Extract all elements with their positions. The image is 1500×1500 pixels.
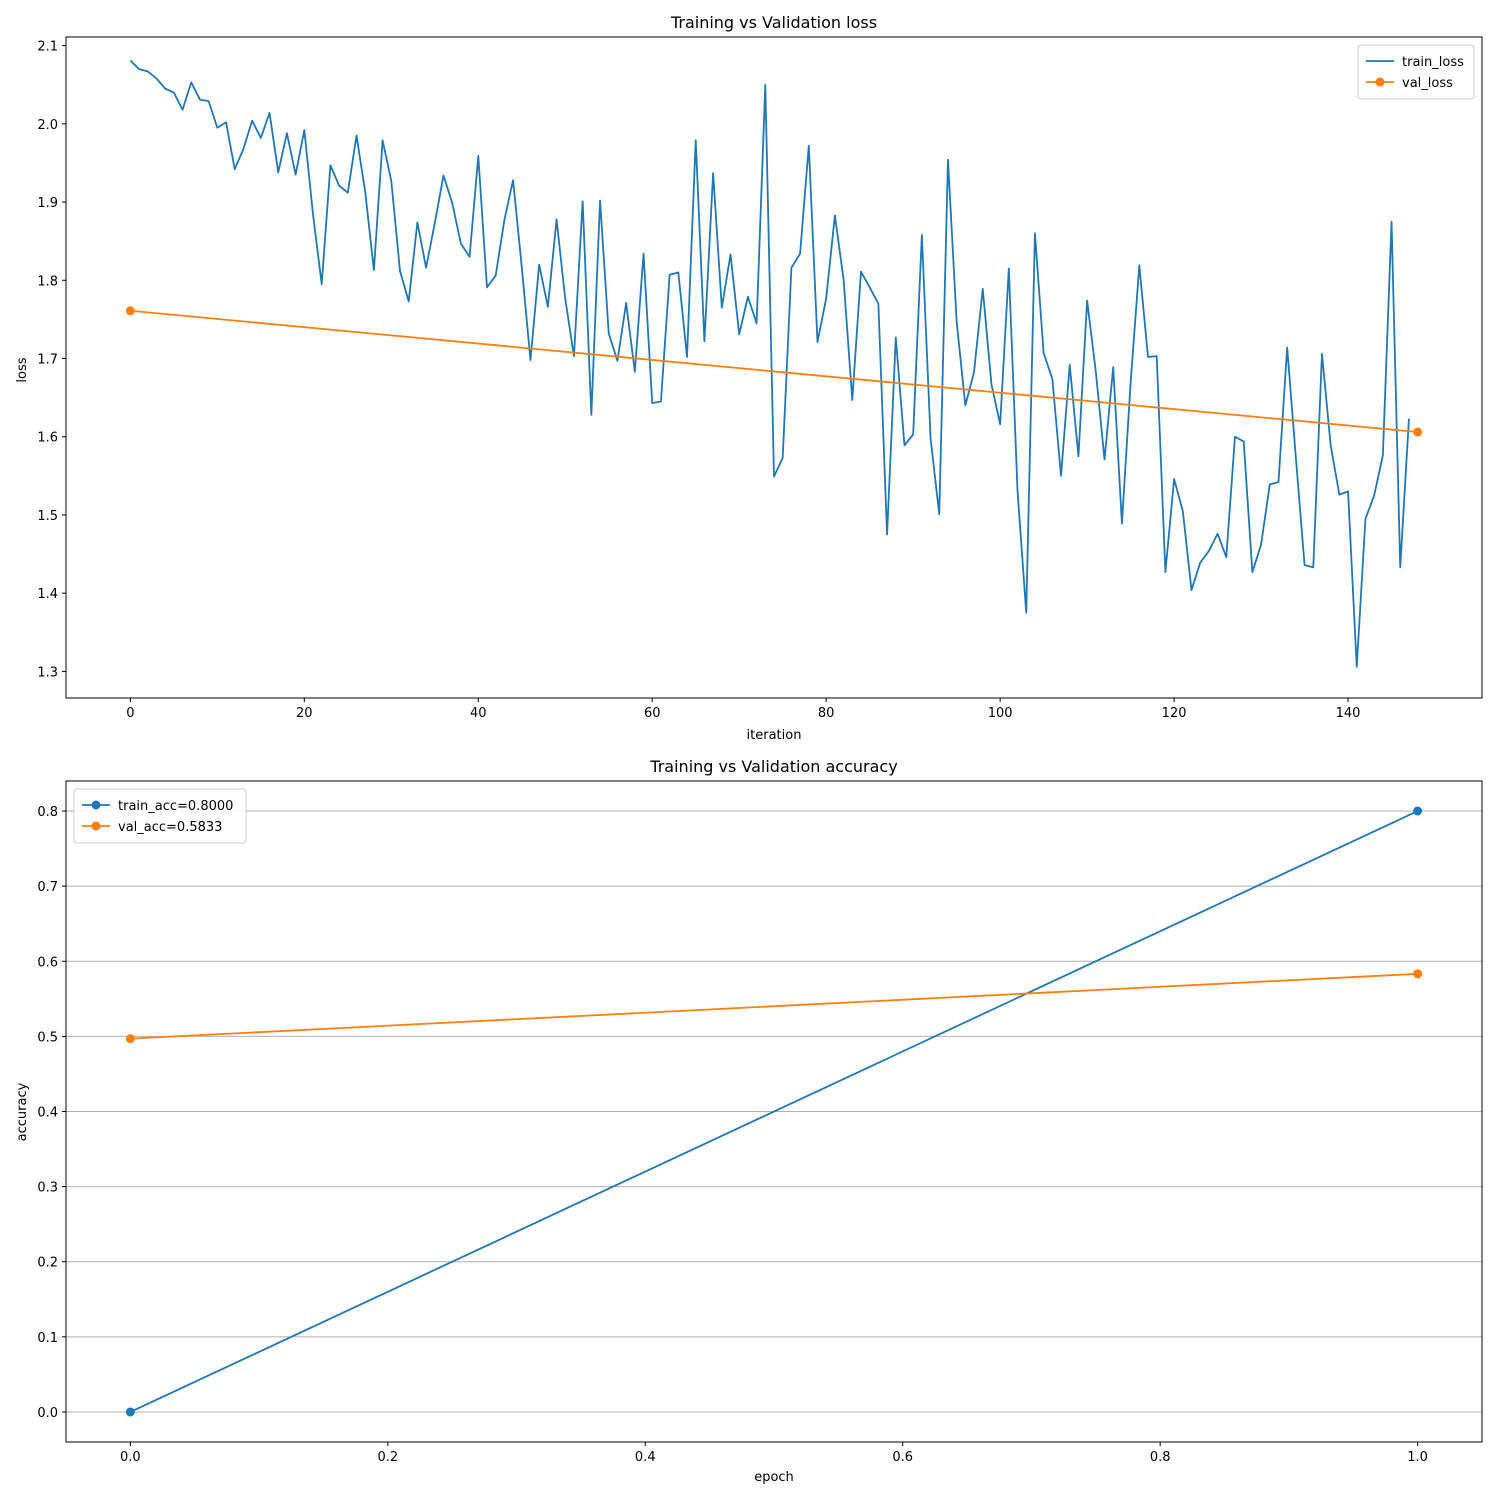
accuracy-x-tick-label: 0.4 (635, 1450, 656, 1465)
loss-y-tick-label: 1.5 (37, 509, 58, 524)
loss-legend-box (1357, 44, 1475, 100)
accuracy-y-tick-label: 0.6 (37, 955, 58, 970)
loss-series-val_loss-line (130, 309, 1418, 433)
accuracy-y-tick-label: 0.7 (37, 880, 58, 895)
loss-x-tick-label: 120 (1162, 706, 1187, 721)
accuracy-chart-title: Training vs Validation accuracy (649, 757, 897, 776)
accuracy-y-tick-label: 0.5 (37, 1030, 58, 1045)
loss-legend-label: val_loss (1402, 76, 1453, 91)
loss-x-tick-label: 20 (296, 706, 313, 721)
loss-legend-label: train_loss (1402, 55, 1464, 70)
accuracy-legend-marker (91, 800, 101, 810)
loss-series-train_loss-line (129, 59, 1410, 668)
accuracy-series-val_acc-point (1413, 969, 1423, 979)
loss-y-tick-label: 1.8 (37, 274, 58, 289)
loss-x-tick-label: 140 (1336, 706, 1361, 721)
loss-legend-marker (1375, 77, 1385, 87)
loss-chart: Training vs Validation loss 0 20 40 60 80 100… (15, 13, 1483, 743)
loss-y-tick-label: 1.3 (37, 665, 58, 680)
accuracy-chart: Training vs Validation accuracy 0.0 0.2 0.… (15, 757, 1483, 1485)
loss-legend: train_loss val_loss (1357, 44, 1475, 100)
loss-ticks: 0 20 40 60 80 100 120 140 1.3 1.4 1.5 1.6 1.7 1.8 1.9 2… (37, 40, 1360, 721)
loss-y-axis-label: loss (15, 357, 30, 382)
accuracy-legend: train_acc=0.8000 val_acc=0.5833 (73, 788, 247, 844)
loss-x-tick-label: 100 (988, 706, 1013, 721)
accuracy-ticks: 0.0 0.2 0.4 0.6 0.8 1.0 0.0 0.1 0.2 0.3 0.4 0.5 0.6 0… (37, 805, 1428, 1465)
accuracy-y-tick-label: 0.2 (37, 1256, 58, 1271)
loss-series-layer (125, 59, 1423, 668)
loss-x-tick-label: 0 (126, 706, 134, 721)
accuracy-series-train_acc-point (125, 1407, 135, 1417)
loss-y-tick-label: 1.9 (37, 196, 58, 211)
loss-x-tick-label: 40 (470, 706, 487, 721)
accuracy-series-val_acc-line (130, 972, 1418, 1040)
loss-x-tick-label: 60 (644, 706, 661, 721)
loss-y-tick-label: 1.6 (37, 431, 58, 446)
accuracy-grid (66, 810, 1482, 1413)
accuracy-x-tick-label: 0.6 (892, 1450, 913, 1465)
accuracy-series-val_acc-point (125, 1034, 135, 1044)
accuracy-y-tick-label: 0.0 (37, 1406, 58, 1421)
accuracy-series-train_acc-line (129, 810, 1419, 1413)
loss-x-tick-label: 80 (818, 706, 835, 721)
loss-series-val_loss-point (125, 306, 135, 316)
accuracy-x-tick-label: 1.0 (1407, 1450, 1428, 1465)
accuracy-series-layer (125, 806, 1423, 1417)
loss-plot-frame (65, 36, 1483, 699)
loss-y-tick-label: 1.4 (37, 587, 58, 602)
loss-series-val_loss-point (1413, 427, 1423, 437)
accuracy-legend-box (73, 788, 247, 844)
loss-chart-title: Training vs Validation loss (670, 13, 877, 32)
loss-y-tick-label: 2.0 (37, 118, 58, 133)
loss-y-tick-label: 1.7 (37, 353, 58, 368)
accuracy-legend-label: train_acc=0.8000 (118, 799, 233, 814)
accuracy-legend-label: val_acc=0.5833 (118, 820, 222, 835)
accuracy-y-tick-label: 0.1 (37, 1331, 58, 1346)
accuracy-y-tick-label: 0.8 (37, 805, 58, 820)
accuracy-series-train_acc-point (1413, 806, 1423, 816)
accuracy-x-tick-label: 0.0 (120, 1450, 141, 1465)
accuracy-legend-marker (91, 821, 101, 831)
loss-x-axis-label: iteration (747, 728, 802, 743)
accuracy-x-axis-label: epoch (754, 1470, 794, 1485)
loss-y-tick-label: 2.1 (37, 40, 58, 55)
accuracy-x-tick-label: 0.8 (1150, 1450, 1171, 1465)
accuracy-y-tick-label: 0.3 (37, 1181, 58, 1196)
accuracy-x-tick-label: 0.2 (377, 1450, 398, 1465)
accuracy-y-axis-label: accuracy (15, 1082, 30, 1141)
accuracy-y-tick-label: 0.4 (37, 1106, 58, 1121)
